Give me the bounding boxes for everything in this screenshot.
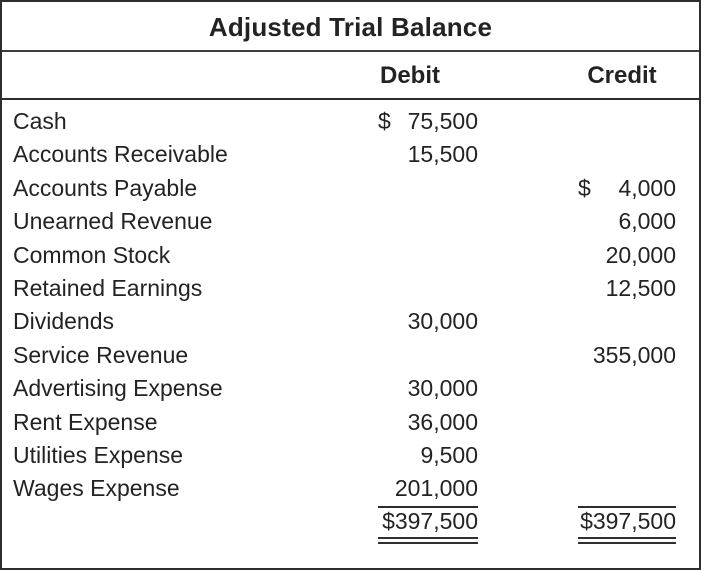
credit-amount: 20,000 (605, 241, 676, 268)
table-body: Cash $ 75,500 Accounts Receivable 15,500… (2, 100, 699, 544)
debit-amount-cell: $ 75,500 (378, 105, 478, 138)
account-name-cell: Accounts Receivable (13, 141, 228, 168)
credit-amount-cell (578, 138, 676, 171)
credit-amount: 355,000 (592, 341, 676, 368)
account-header-spacer (13, 52, 278, 100)
account-name-cell: Accounts Payable (13, 174, 198, 201)
credit-amount-cell: 12,500 (578, 272, 676, 305)
table-row: Accounts Payable $ 4,000 (2, 172, 699, 205)
credit-total: $397,500 (580, 507, 676, 534)
account-name-cell: Utilities Expense (13, 441, 184, 468)
debit-amount: 201,000 (394, 475, 478, 502)
credit-amount-cell (578, 406, 676, 439)
table-row: Retained Earnings 12,500 (2, 272, 699, 305)
credit-amount-cell (578, 105, 676, 138)
credit-amount-cell: 355,000 (578, 339, 676, 372)
debit-amount-cell (378, 239, 478, 272)
credit-column-header: Credit (587, 62, 657, 89)
table-row: Wages Expense 201,000 (2, 472, 699, 508)
account-name-cell: Unearned Revenue (13, 208, 213, 235)
debit-amount-cell (378, 272, 478, 305)
table-title: Adjusted Trial Balance (208, 12, 493, 42)
account-name-cell: Service Revenue (13, 341, 189, 368)
debit-amount-cell: 9,500 (378, 439, 478, 472)
debit-amount-cell: 201,000 (378, 472, 478, 508)
debit-amount: 9,500 (420, 441, 478, 468)
debit-amount: 15,500 (407, 141, 478, 168)
table-row: Common Stock 20,000 (2, 239, 699, 272)
credit-amount: 12,500 (605, 274, 676, 301)
debit-total-cell: $397,500 (378, 506, 478, 544)
credit-amount-cell: 6,000 (578, 205, 676, 238)
account-name-cell: Dividends (13, 308, 114, 335)
debit-amount: 30,000 (407, 308, 478, 335)
account-name-cell: Advertising Expense (13, 375, 223, 402)
debit-total-double-underline (378, 536, 478, 544)
credit-amount: 4,000 (618, 174, 676, 201)
account-name-cell: Cash (13, 108, 67, 134)
debit-amount-cell: 15,500 (378, 138, 478, 171)
title-row: Adjusted Trial Balance (2, 2, 699, 52)
credit-amount-cell: $ 4,000 (578, 172, 676, 205)
credit-total-double-underline (578, 536, 676, 544)
debit-amount-cell: 30,000 (378, 305, 478, 338)
account-name-cell: Retained Earnings (13, 274, 203, 301)
credit-amount-cell: 20,000 (578, 239, 676, 272)
table-row: Unearned Revenue 6,000 (2, 205, 699, 238)
credit-amount: 6,000 (618, 208, 676, 235)
debit-amount-cell (378, 172, 478, 205)
column-headers: Debit Credit (2, 52, 699, 100)
table-row: Dividends 30,000 (2, 305, 699, 338)
account-name-cell: Rent Expense (13, 408, 158, 435)
totals-spacer (13, 506, 278, 544)
credit-amount-cell (578, 472, 676, 508)
table-row: Rent Expense 36,000 (2, 406, 699, 439)
account-name-cell: Common Stock (13, 241, 171, 268)
credit-total-cell: $397,500 (578, 506, 676, 544)
debit-amount-cell: 36,000 (378, 406, 478, 439)
credit-amount-cell (578, 305, 676, 338)
table-row: Cash $ 75,500 (2, 105, 699, 138)
credit-amount-cell (578, 439, 676, 472)
account-rows: Cash $ 75,500 Accounts Receivable 15,500… (2, 105, 699, 508)
table-row: Advertising Expense 30,000 (2, 372, 699, 405)
table-row: Utilities Expense 9,500 (2, 439, 699, 472)
dollar-sign: $ (578, 174, 591, 201)
debit-amount: 36,000 (407, 408, 478, 435)
table-row: Service Revenue 355,000 (2, 339, 699, 372)
table-row: Accounts Receivable 15,500 (2, 138, 699, 171)
debit-amount-cell (378, 339, 478, 372)
debit-amount-cell (378, 205, 478, 238)
debit-amount: 75,500 (407, 108, 478, 134)
debit-column-header: Debit (380, 62, 440, 89)
debit-total: $397,500 (382, 507, 478, 534)
debit-amount-cell: 30,000 (378, 372, 478, 405)
account-name-cell: Wages Expense (13, 475, 180, 502)
dollar-sign: $ (378, 108, 391, 134)
totals-row: $397,500 $397,500 (2, 506, 699, 544)
credit-amount-cell (578, 372, 676, 405)
debit-amount: 30,000 (407, 375, 478, 402)
